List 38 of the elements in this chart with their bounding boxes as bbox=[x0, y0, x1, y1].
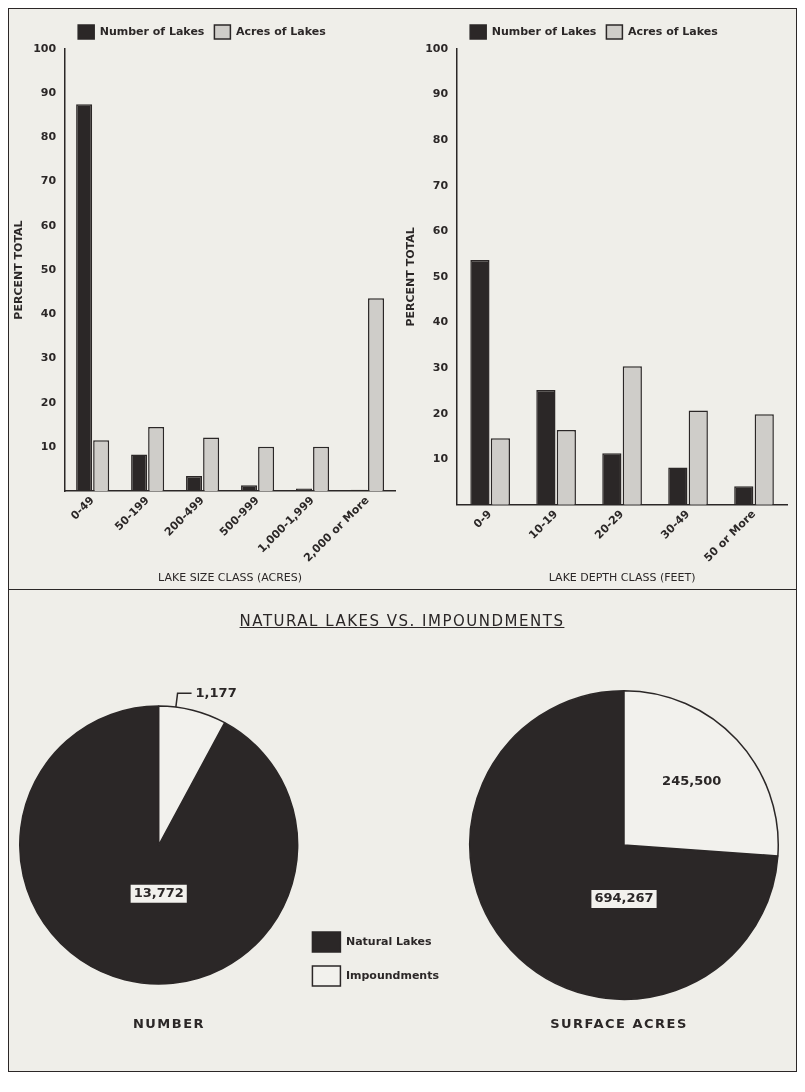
legend-label: Natural Lakes bbox=[345, 934, 432, 948]
text: NUMBER bbox=[131, 1016, 207, 1031]
y-tick-label: 100 bbox=[33, 41, 57, 55]
chart-title: NATURAL LAKES VS. IMPOUNDMENTS bbox=[239, 612, 565, 630]
y-tick-label: 80 bbox=[432, 133, 449, 147]
y-tick-label: 30 bbox=[432, 360, 449, 374]
data-label: 245,500 bbox=[662, 773, 722, 789]
y-tick-label: 70 bbox=[432, 178, 449, 192]
data-label: 1,177 bbox=[195, 684, 237, 700]
x-tick-label: 0-9 bbox=[471, 507, 495, 531]
y-tick-label: 20 bbox=[40, 395, 57, 409]
y-axis-title: PERCENT TOTAL bbox=[404, 227, 418, 327]
y-tick-label: 20 bbox=[432, 406, 449, 420]
y-axis-title: PERCENT TOTAL bbox=[12, 220, 26, 320]
y-tick-label: 90 bbox=[432, 87, 449, 101]
y-tick-label: 40 bbox=[432, 315, 449, 329]
y-tick-label: 80 bbox=[40, 130, 57, 144]
data-label: 694,267 bbox=[594, 890, 654, 906]
y-tick-label: 10 bbox=[40, 439, 57, 453]
legend-label: Acres of Lakes bbox=[627, 24, 719, 38]
y-tick-label: 30 bbox=[40, 351, 57, 365]
y-tick-label: 10 bbox=[432, 452, 449, 466]
y-tick-label: 60 bbox=[40, 218, 57, 232]
y-tick-label: 70 bbox=[40, 174, 57, 188]
y-tick-label: 50 bbox=[432, 269, 449, 283]
legend-label: Number of Lakes bbox=[491, 24, 597, 38]
x-axis-title: LAKE SIZE CLASS (ACRES) bbox=[158, 571, 303, 585]
y-tick-label: 50 bbox=[40, 262, 57, 276]
data-label: 13,772 bbox=[133, 885, 184, 901]
y-tick-label: 40 bbox=[40, 307, 57, 321]
legend-label: Impoundments bbox=[345, 968, 440, 982]
text: SURFACE ACRES bbox=[549, 1016, 689, 1031]
y-tick-label: 100 bbox=[425, 41, 449, 55]
x-axis-title: LAKE DEPTH CLASS (FEET) bbox=[548, 571, 696, 585]
legend-label: Number of Lakes bbox=[99, 24, 205, 38]
y-tick-label: 90 bbox=[40, 86, 57, 100]
legend-label: Acres of Lakes bbox=[235, 24, 327, 38]
y-tick-label: 60 bbox=[432, 224, 449, 238]
